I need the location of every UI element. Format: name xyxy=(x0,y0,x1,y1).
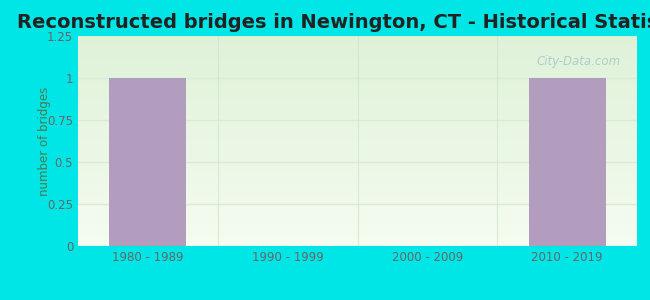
Y-axis label: number of bridges: number of bridges xyxy=(38,86,51,196)
Title: Reconstructed bridges in Newington, CT - Historical Statistics: Reconstructed bridges in Newington, CT -… xyxy=(18,13,650,32)
Text: City-Data.com: City-Data.com xyxy=(536,55,620,68)
Bar xyxy=(109,78,187,246)
Bar xyxy=(528,78,606,246)
